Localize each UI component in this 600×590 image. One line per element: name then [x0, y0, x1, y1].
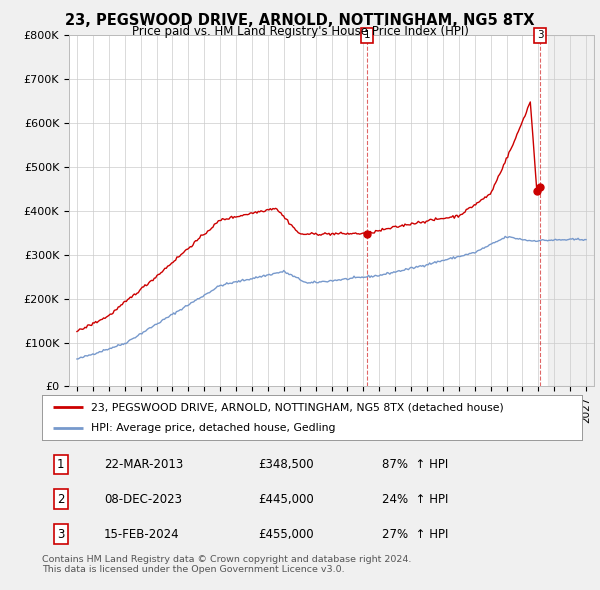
- Text: HPI: Average price, detached house, Gedling: HPI: Average price, detached house, Gedl…: [91, 422, 335, 432]
- Text: Price paid vs. HM Land Registry's House Price Index (HPI): Price paid vs. HM Land Registry's House …: [131, 25, 469, 38]
- Text: £455,000: £455,000: [258, 527, 314, 540]
- Text: 27%  ↑ HPI: 27% ↑ HPI: [382, 527, 449, 540]
- Text: 23, PEGSWOOD DRIVE, ARNOLD, NOTTINGHAM, NG5 8TX (detached house): 23, PEGSWOOD DRIVE, ARNOLD, NOTTINGHAM, …: [91, 402, 503, 412]
- Text: £445,000: £445,000: [258, 493, 314, 506]
- Text: 15-FEB-2024: 15-FEB-2024: [104, 527, 180, 540]
- Text: 3: 3: [57, 527, 65, 540]
- Text: 1: 1: [364, 31, 370, 40]
- Text: Contains HM Land Registry data © Crown copyright and database right 2024.
This d: Contains HM Land Registry data © Crown c…: [42, 555, 412, 574]
- Text: 24%  ↑ HPI: 24% ↑ HPI: [382, 493, 449, 506]
- Text: 3: 3: [537, 31, 544, 40]
- Text: 2: 2: [57, 493, 65, 506]
- Text: 1: 1: [57, 458, 65, 471]
- Text: 08-DEC-2023: 08-DEC-2023: [104, 493, 182, 506]
- Text: £348,500: £348,500: [258, 458, 314, 471]
- Text: 23, PEGSWOOD DRIVE, ARNOLD, NOTTINGHAM, NG5 8TX: 23, PEGSWOOD DRIVE, ARNOLD, NOTTINGHAM, …: [65, 13, 535, 28]
- Text: 87%  ↑ HPI: 87% ↑ HPI: [382, 458, 448, 471]
- Text: 22-MAR-2013: 22-MAR-2013: [104, 458, 184, 471]
